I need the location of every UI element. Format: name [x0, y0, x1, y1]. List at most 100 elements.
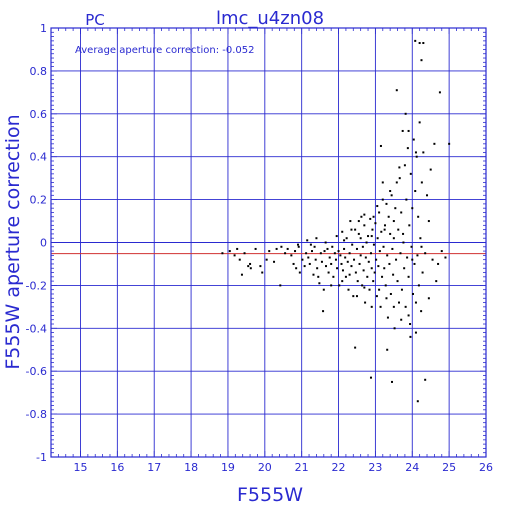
data-point — [390, 380, 393, 383]
data-point — [313, 245, 316, 248]
reference-lines — [51, 242, 486, 255]
data-point — [363, 213, 366, 216]
data-point — [420, 181, 423, 184]
data-point — [419, 237, 422, 240]
x-tick-label: 20 — [258, 461, 272, 474]
data-point — [305, 252, 308, 255]
data-point — [433, 142, 436, 145]
data-point — [364, 256, 367, 259]
data-point — [361, 284, 364, 287]
data-point — [371, 228, 374, 231]
data-point — [405, 198, 408, 201]
data-point — [345, 237, 348, 240]
data-point — [340, 262, 343, 265]
data-point — [385, 202, 388, 205]
data-point — [327, 271, 330, 274]
data-point — [354, 346, 357, 349]
x-tick-label: 25 — [442, 461, 456, 474]
data-point — [388, 262, 391, 265]
y-tick-label: 0 — [40, 237, 47, 250]
data-point — [427, 297, 430, 300]
data-point — [392, 237, 395, 240]
data-point — [395, 181, 398, 184]
data-point — [315, 237, 318, 240]
data-point — [414, 190, 417, 193]
data-point — [422, 42, 425, 45]
data-points — [221, 39, 451, 403]
data-point — [369, 252, 372, 255]
data-point — [379, 305, 382, 308]
data-point — [330, 284, 333, 287]
data-point — [311, 250, 313, 253]
data-point — [393, 327, 396, 330]
data-point — [421, 271, 424, 274]
data-point — [261, 271, 264, 274]
data-point — [397, 228, 400, 231]
data-point — [352, 295, 355, 298]
data-point — [344, 256, 347, 259]
data-point — [420, 310, 423, 313]
data-point — [407, 129, 410, 132]
data-point — [364, 301, 367, 304]
x-tick-label: 17 — [147, 461, 161, 474]
data-point — [398, 166, 401, 169]
data-point — [437, 262, 440, 265]
data-point — [319, 252, 322, 255]
data-point — [381, 181, 384, 184]
data-point — [426, 194, 429, 197]
data-point — [383, 267, 386, 270]
y-axis-label: F555W aperture correction — [2, 114, 24, 369]
data-point — [378, 288, 381, 291]
data-point — [407, 275, 410, 278]
data-point — [344, 275, 347, 278]
data-point — [326, 247, 329, 250]
data-point — [325, 265, 328, 268]
data-point — [341, 230, 344, 233]
data-point — [414, 331, 417, 334]
data-point — [402, 241, 405, 244]
data-point — [247, 265, 250, 268]
data-point — [413, 262, 416, 265]
data-point — [415, 155, 418, 158]
data-point — [372, 280, 375, 283]
data-point — [398, 177, 401, 180]
data-point — [414, 151, 417, 154]
data-point — [360, 215, 363, 218]
data-point — [403, 267, 406, 270]
data-point — [384, 284, 387, 287]
data-point — [435, 280, 438, 283]
y-tick-label: -0.4 — [26, 322, 47, 335]
data-point — [448, 142, 451, 145]
y-tick-label: -1 — [36, 451, 47, 464]
data-point — [330, 262, 333, 265]
y-tick-label: 0.8 — [30, 65, 48, 78]
data-point — [417, 215, 420, 218]
data-point — [420, 59, 423, 62]
data-point — [323, 250, 326, 253]
data-point — [422, 151, 425, 154]
data-point — [322, 310, 325, 313]
data-point — [348, 252, 351, 255]
tick-marks — [50, 27, 487, 458]
data-point — [431, 258, 434, 261]
data-point — [412, 292, 415, 295]
y-tick-label: -0.8 — [26, 408, 47, 421]
data-point — [406, 147, 409, 150]
chart-subtitle: PC — [85, 11, 105, 29]
data-point — [312, 273, 315, 276]
x-tick-label: 18 — [184, 461, 198, 474]
data-point — [268, 250, 271, 253]
data-point — [409, 172, 412, 175]
data-point — [254, 247, 257, 250]
data-point — [389, 232, 392, 235]
y-tick-label: 0.4 — [30, 151, 48, 164]
data-point — [333, 252, 336, 255]
data-point — [417, 284, 420, 287]
data-point — [375, 295, 378, 298]
data-point — [355, 247, 358, 250]
data-point — [353, 258, 356, 261]
data-point — [370, 267, 373, 270]
data-point — [358, 262, 361, 265]
data-point — [259, 265, 262, 268]
y-tick-label: -0.6 — [26, 365, 47, 378]
